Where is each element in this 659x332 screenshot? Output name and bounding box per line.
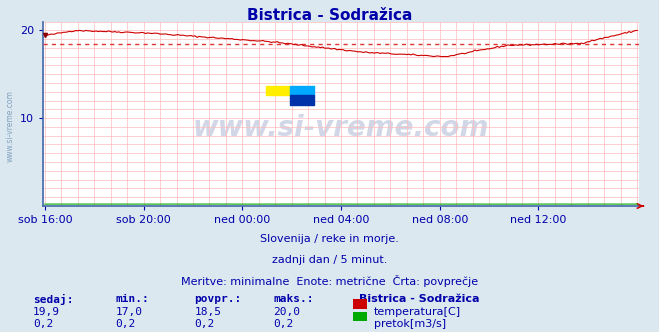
Text: sedaj:: sedaj:	[33, 294, 73, 305]
Text: 19,9: 19,9	[33, 307, 60, 317]
Text: 0,2: 0,2	[194, 319, 215, 329]
Text: www.si-vreme.com: www.si-vreme.com	[193, 115, 489, 142]
Text: 20,0: 20,0	[273, 307, 301, 317]
Text: Meritve: minimalne  Enote: metrične  Črta: povprečje: Meritve: minimalne Enote: metrične Črta:…	[181, 275, 478, 287]
Text: www.si-vreme.com: www.si-vreme.com	[5, 90, 14, 162]
Text: 0,2: 0,2	[33, 319, 53, 329]
Text: 0,2: 0,2	[115, 319, 136, 329]
Text: Bistrica - Sodražica: Bistrica - Sodražica	[247, 8, 412, 23]
Text: maks.:: maks.:	[273, 294, 314, 304]
Text: 18,5: 18,5	[194, 307, 221, 317]
Text: Bistrica - Sodražica: Bistrica - Sodražica	[359, 294, 480, 304]
Text: temperatura[C]: temperatura[C]	[374, 307, 461, 317]
Text: min.:: min.:	[115, 294, 149, 304]
Bar	[291, 95, 314, 105]
Text: 0,2: 0,2	[273, 319, 294, 329]
Text: Slovenija / reke in morje.: Slovenija / reke in morje.	[260, 234, 399, 244]
Text: zadnji dan / 5 minut.: zadnji dan / 5 minut.	[272, 255, 387, 265]
Text: povpr.:: povpr.:	[194, 294, 242, 304]
Bar	[291, 86, 314, 95]
Text: pretok[m3/s]: pretok[m3/s]	[374, 319, 445, 329]
Bar	[266, 86, 291, 95]
Text: 17,0: 17,0	[115, 307, 142, 317]
